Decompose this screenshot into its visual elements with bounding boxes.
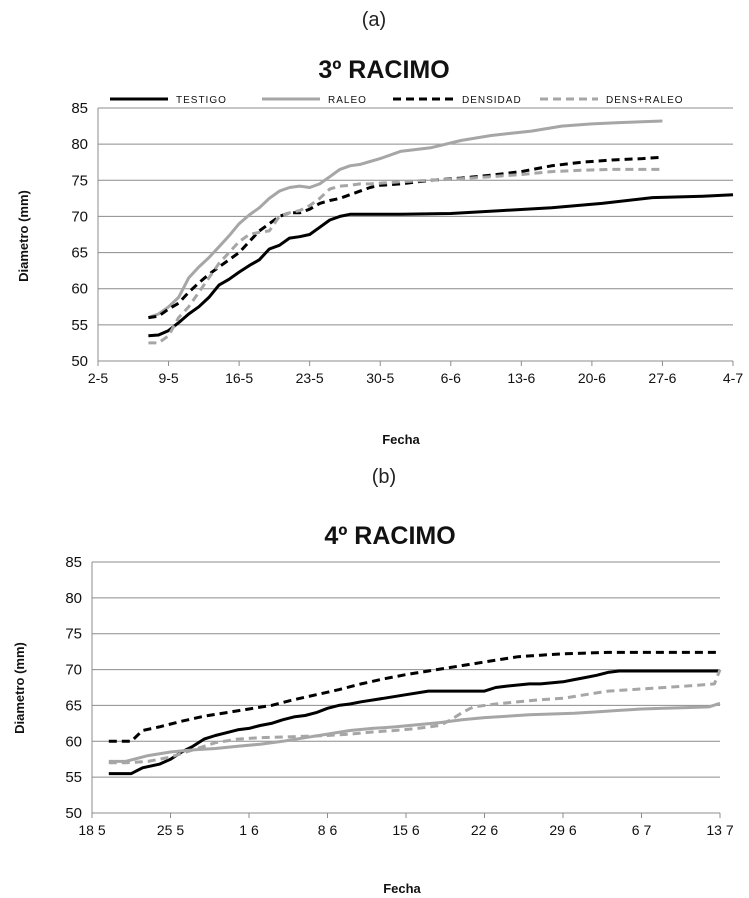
chart-a-title: 3º RACIMO: [318, 56, 449, 84]
chart-b-xtick-label: 29 6: [549, 822, 576, 838]
legend-item-testigo: TESTIGO: [110, 95, 227, 106]
chart-b-ylabel: Diametro (mm): [12, 642, 27, 734]
chart-b-ytick-label: 60: [65, 733, 82, 750]
chart-a-xtick-label: 20-6: [578, 370, 606, 386]
chart-a-xtick-label: 2-5: [88, 370, 108, 386]
legend-item-dens-raleo: DENS+RALEO: [540, 95, 684, 106]
chart-a-xtick-label: 27-6: [648, 370, 676, 386]
chart-a-ytick-label: 55: [71, 317, 88, 334]
chart-a-xtick-label: 13-6: [507, 370, 535, 386]
panel-b-label: (b): [372, 466, 396, 488]
chart-b-xtick-label: 15 6: [392, 822, 419, 838]
chart-b-ytick-label: 85: [65, 554, 82, 571]
chart-a-xtick-label: 16-5: [225, 370, 253, 386]
chart-a-ytick-label: 50: [71, 353, 88, 370]
chart-a-ytick-label: 80: [71, 136, 88, 153]
panel-b: (b) 4º RACIMO Diametro (mm) Fecha 50 55 60…: [12, 466, 734, 896]
chart-b-ytick-label: 75: [65, 626, 82, 643]
chart-a-series-densidad: [148, 155, 663, 320]
chart-a-xtick-label: 4-7: [723, 370, 743, 386]
legend-item-densidad: DENSIDAD: [393, 95, 522, 106]
panel-a-label: (a): [362, 9, 386, 31]
chart-b-xtick-label: 22 6: [471, 822, 498, 838]
chart-b-series-raleo: [108, 701, 721, 763]
chart-a-ylabel: Diametro (mm): [16, 190, 31, 282]
chart-a-xtick-label: 6-6: [441, 370, 461, 386]
chart-b-xtick-label: 13 7: [706, 822, 733, 838]
chart-a-ytick-label: 65: [71, 245, 88, 262]
chart-a-xtick-label: 30-5: [366, 370, 394, 386]
legend-label-densidad: DENSIDAD: [462, 95, 522, 106]
chart-a-xlabel: Fecha: [382, 432, 420, 447]
chart-a-xtick-label: 23-5: [296, 370, 324, 386]
chart-b-ytick-label: 70: [65, 662, 82, 679]
legend-label-testigo: TESTIGO: [176, 95, 227, 106]
legend-label-dens-raleo: DENS+RALEO: [606, 95, 684, 106]
chart-b-plot-area: 50 55 60 65 70 75 80 85 18 5 25 5 1 6 8 6 15 6 22 6 29…: [65, 554, 734, 838]
chart-a-xtick-label: 9-5: [158, 370, 178, 386]
legend-label-raleo: RALEO: [328, 95, 367, 106]
panel-a: (a) 3º RACIMO TESTIGO RALEO DENSIDAD DEN…: [16, 9, 743, 447]
chart-b-xtick-label: 25 5: [157, 822, 184, 838]
chart-b-ytick-label: 55: [65, 769, 82, 786]
chart-b-series-dens-raleo: [108, 669, 722, 765]
chart-b-ytick-label: 50: [65, 805, 82, 822]
chart-a-ytick-label: 60: [71, 281, 88, 298]
chart-a-ytick-label: 85: [71, 100, 88, 117]
chart-b-series-densidad: [108, 650, 720, 743]
chart-a-ytick-label: 75: [71, 172, 88, 189]
chart-b-series-testigo: [108, 669, 720, 776]
chart-a-legend: TESTIGO RALEO DENSIDAD DENS+RALEO: [110, 95, 684, 106]
chart-b-xtick-label: 1 6: [239, 822, 259, 838]
chart-b-title: 4º RACIMO: [324, 522, 455, 550]
chart-a-series-raleo: [147, 119, 663, 320]
chart-b-xlabel: Fecha: [383, 881, 421, 896]
chart-b-xtick-label: 18 5: [78, 822, 105, 838]
chart-b-xtick-label: 8 6: [318, 822, 338, 838]
chart-b-ytick-label: 65: [65, 697, 82, 714]
chart-a-plot-area: 50 55 60 65 70 75 80 85 2-5 9-5 16-5 23-5 30-5 6-6 13-…: [71, 100, 743, 386]
chart-a-series-dens-raleo: [148, 167, 663, 345]
chart-a-series-testigo: [148, 193, 734, 338]
chart-b-ytick-label: 80: [65, 590, 82, 607]
legend-item-raleo: RALEO: [262, 95, 367, 106]
chart-a-ytick-label: 70: [71, 208, 88, 225]
chart-b-xtick-label: 6 7: [632, 822, 652, 838]
